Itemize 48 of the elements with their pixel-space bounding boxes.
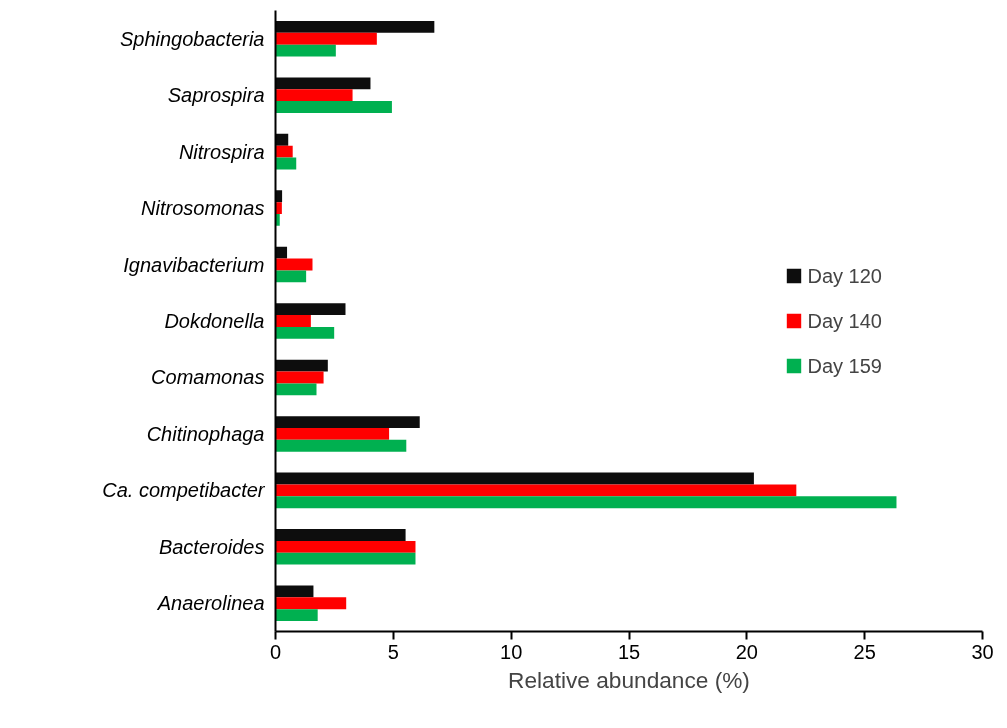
bar [275,439,407,452]
bar [275,552,416,565]
legend-label: Day 159 [807,354,882,377]
bar [275,416,420,428]
y-tick-label: Nitrospira [178,140,265,163]
bar [275,472,754,485]
bar [275,303,346,316]
bar [275,609,318,622]
bar [275,540,416,553]
legend-label: Day 140 [807,309,882,332]
bar [275,44,336,57]
bar [275,371,324,384]
y-tick-label: Ca. competibacter [102,479,266,502]
y-tick-label: Ignavibacterium [123,253,265,276]
bar [275,427,390,440]
x-tick-label: 10 [500,640,523,663]
bar [275,496,897,509]
y-tick-label: Chitinophaga [146,422,265,445]
bar [275,597,347,610]
x-tick-label: 30 [971,640,994,663]
y-tick-label: Comamonas [151,366,265,389]
y-tick-label: Anaerolinea [156,592,265,615]
y-tick-label: Saprospira [167,84,265,107]
y-tick-label: Dokdonella [164,310,265,332]
bar [275,89,353,102]
bar [275,484,797,497]
bar [275,529,406,541]
bar [275,101,392,113]
bar [275,270,307,283]
legend-label: Day 120 [807,264,882,287]
bar [275,32,377,45]
x-axis-title: Relative abundance (%) [508,666,750,693]
y-tick-label: Bacteroides [158,535,265,558]
y-tick-label: Nitrosomonas [141,197,265,220]
bar [275,326,335,339]
x-tick-label: 25 [853,640,876,663]
bar [275,77,371,90]
bar [275,383,317,396]
bar [275,315,311,327]
bar [275,359,328,372]
bar [275,145,293,158]
bar [275,585,314,598]
x-tick-label: 15 [617,640,641,663]
x-tick-label: 0 [269,640,282,663]
bar [275,20,435,33]
y-tick-label: Sphingobacteria [119,27,265,50]
x-tick-label: 20 [735,640,758,663]
x-tick-label: 5 [387,640,399,663]
